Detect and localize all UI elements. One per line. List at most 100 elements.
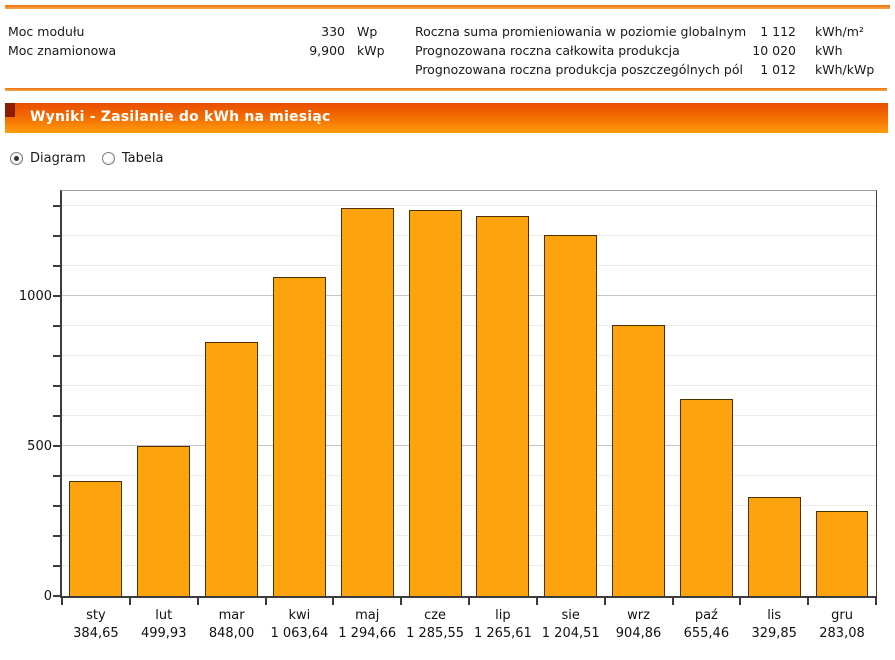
bar-kwi <box>272 276 326 596</box>
bar-lut <box>137 446 191 596</box>
y-tick <box>53 205 60 207</box>
bar-lis <box>747 497 801 596</box>
gridline <box>62 265 876 266</box>
month-label: mar <box>218 608 245 623</box>
y-axis-label: 0 <box>43 589 52 604</box>
bar-lip <box>476 216 530 596</box>
bar-slot-lut <box>130 191 198 596</box>
gridline <box>62 535 876 536</box>
x-label-paź: paź 655,46 <box>672 608 740 641</box>
bars-row <box>62 191 876 596</box>
bar-slot-paź <box>672 191 740 596</box>
y-tick <box>53 325 60 327</box>
diagram-radio-option[interactable]: Diagram <box>10 151 86 166</box>
plot-area: sty 384,65 lut 499,93 mar 848,00 kwi 1 063,64 ma… <box>19 190 877 641</box>
bar-slot-kwi <box>265 191 333 596</box>
gridline <box>62 385 876 386</box>
month-label: gru <box>831 608 853 623</box>
nominal-power-label: Moc znamionowa <box>8 43 117 58</box>
bar-slot-sie <box>537 191 605 596</box>
y-axis-label: 1000 <box>18 289 52 304</box>
y-tick <box>53 355 60 357</box>
x-tick <box>468 598 470 605</box>
month-label: cze <box>424 608 447 623</box>
x-tick <box>400 598 403 605</box>
y-tick <box>53 505 60 507</box>
diagram-radio-button[interactable] <box>10 152 23 165</box>
month-label: sie <box>561 608 580 623</box>
section-title: Wyniki - Zasilanie do kWh na miesiąc <box>30 109 331 125</box>
value-label: 283,08 <box>819 626 865 641</box>
value-label: 904,86 <box>615 626 662 641</box>
tabela-radio-label: Tabela <box>121 151 164 166</box>
x-label-wrz: wrz 904,86 <box>605 608 673 641</box>
results-section-header: Wyniki - Zasilanie do kWh na miesiąc <box>5 103 888 133</box>
y-axis-label: 500 <box>27 439 52 454</box>
y-tick <box>53 265 60 267</box>
nominal-power-unit: kWp <box>357 43 385 58</box>
value-label: 384,65 <box>73 626 119 641</box>
value-label: 329,85 <box>751 626 797 641</box>
x-label-sty: sty 384,65 <box>62 608 130 641</box>
irradiation-unit: kWh/m² <box>815 24 864 39</box>
gridline <box>62 355 876 356</box>
bar-gru <box>815 511 869 596</box>
x-label-kwi: kwi 1 063,64 <box>265 608 333 641</box>
x-tick <box>739 598 742 605</box>
bar-slot-mar <box>198 191 266 596</box>
bar-slot-cze <box>401 191 469 596</box>
y-tick <box>53 235 60 237</box>
production-info: Roczna suma promieniowania w poziomie gl… <box>415 22 885 79</box>
value-label: 499,93 <box>140 626 187 641</box>
diagram-radio-label: Diagram <box>30 151 86 166</box>
bar-slot-wrz <box>605 191 673 596</box>
gridline <box>62 325 876 326</box>
bar-slot-lis <box>740 191 808 596</box>
x-tick <box>332 598 335 605</box>
info-row-nominal-power: Moc znamionowa 9,900 kWp <box>8 41 408 60</box>
x-tick <box>196 598 199 605</box>
info-row-total-production: Prognozowana roczna całkowita produkcja … <box>415 41 885 60</box>
bar-paź <box>679 399 733 596</box>
y-tick <box>53 565 60 567</box>
gridline <box>62 445 876 446</box>
x-label-lut: lut 499,93 <box>130 608 198 641</box>
month-label: wrz <box>627 608 650 623</box>
total-production-unit: kWh <box>815 43 843 58</box>
y-tick <box>53 535 60 537</box>
bar-mar <box>205 341 259 596</box>
bar-slot-lip <box>469 191 537 596</box>
tabela-radio-option[interactable]: Tabela <box>101 151 164 166</box>
bar-slot-maj <box>333 191 401 596</box>
value-label: 1 294,66 <box>338 626 397 641</box>
info-row-module-power: Moc modułu 330 Wp <box>8 22 408 41</box>
gridline <box>62 415 876 416</box>
gridline <box>62 475 876 476</box>
info-row-specific-production: Prognozowana roczna produkcja poszczegól… <box>415 60 885 79</box>
bar-sie <box>544 234 598 596</box>
month-label: sty <box>86 608 106 623</box>
y-tick <box>53 595 60 597</box>
x-axis-labels: sty 384,65 lut 499,93 mar 848,00 kwi 1 063,64 ma… <box>62 608 876 641</box>
value-label: 1 285,55 <box>406 626 464 641</box>
total-production-label: Prognozowana roczna całkowita produkcja <box>415 43 680 58</box>
module-power-value: 330 <box>321 24 345 39</box>
tabela-radio-button[interactable] <box>101 152 115 165</box>
bar-maj <box>340 207 394 596</box>
month-label: lut <box>155 608 173 623</box>
x-tick <box>671 598 674 605</box>
month-label: lis <box>767 608 782 623</box>
specific-production-unit: kWh/kWp <box>815 62 875 77</box>
y-tick <box>53 295 60 297</box>
y-tick <box>53 415 60 417</box>
bar-sty <box>69 480 123 596</box>
y-tick <box>53 445 60 447</box>
gridline <box>62 565 876 566</box>
value-label: 1 265,61 <box>473 626 532 641</box>
info-row-irradiation: Roczna suma promieniowania w poziomie gl… <box>415 22 885 41</box>
x-tick <box>128 598 131 605</box>
month-label: maj <box>355 608 380 623</box>
irradiation-value: 1 112 <box>760 24 796 39</box>
value-label: 1 204,51 <box>541 626 600 641</box>
x-tick <box>535 598 538 605</box>
